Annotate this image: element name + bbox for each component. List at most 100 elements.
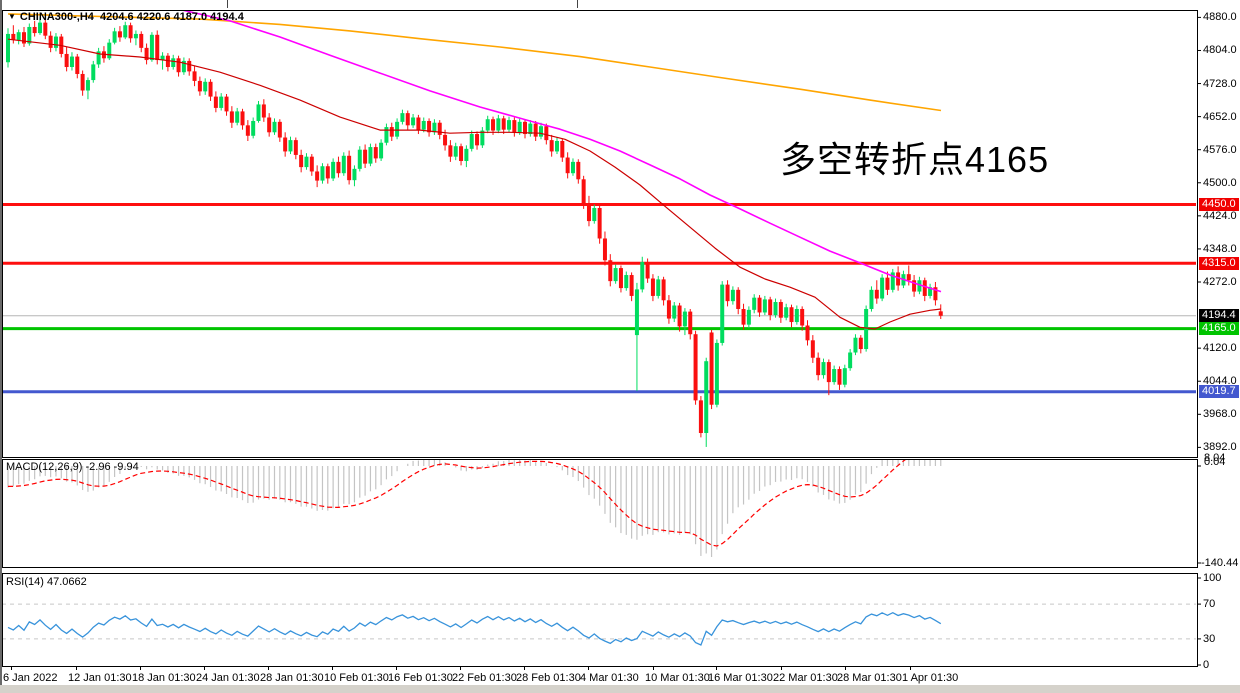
symbol-dropdown-icon[interactable]: ▼: [8, 12, 16, 21]
current-price-marker: 4194.4: [1199, 309, 1239, 323]
macd-value: -2.96: [85, 461, 111, 473]
candle-body: [576, 161, 581, 180]
candle-body: [864, 308, 869, 350]
candle-body: [91, 64, 96, 81]
candle-body: [64, 53, 69, 68]
candle-body: [560, 140, 565, 158]
candle-body: [698, 400, 703, 434]
candle-body: [208, 81, 213, 97]
macd-indicator-name: MACD(12,26,9): [6, 461, 83, 473]
candle-body: [507, 120, 512, 130]
candle-body: [43, 22, 48, 36]
candle-body: [661, 279, 666, 301]
candle-body: [704, 361, 709, 434]
candle-body: [778, 302, 783, 318]
candle-body: [341, 155, 346, 174]
candle-body: [85, 80, 90, 91]
time-axis-label: 16 Mar 01:30: [708, 672, 773, 684]
macd-plot-layer: [7, 460, 942, 557]
time-axis-label: 28 Mar 01:30: [837, 672, 902, 684]
candle-body: [746, 309, 751, 325]
candle-body: [240, 111, 245, 126]
candle-body: [784, 307, 789, 318]
symbol-period: CHINA300-,H4: [19, 11, 94, 23]
rsi-axis-label: 100: [1203, 572, 1222, 584]
candle-body: [570, 161, 575, 174]
candle-body: [325, 166, 330, 179]
candle-body: [432, 122, 437, 133]
candle-body: [629, 275, 634, 296]
candle-body: [139, 33, 144, 48]
candle-body: [11, 33, 16, 41]
time-axis-label: 28 Jan 01:30: [260, 672, 324, 684]
candle-body: [736, 289, 741, 309]
candle-body: [480, 130, 485, 146]
candle-body: [37, 22, 42, 34]
candle-body: [331, 161, 336, 179]
candle-body: [224, 96, 229, 112]
candle-body: [171, 58, 176, 68]
candle-body: [469, 134, 474, 149]
price-marker-4450.0: 4450.0: [1199, 198, 1239, 212]
price-axis-label: 4804.0: [1203, 44, 1237, 57]
candle-body: [421, 120, 426, 130]
candle-body: [347, 155, 352, 181]
candle-body: [624, 275, 629, 289]
candle-body: [165, 55, 170, 68]
candle-body: [826, 362, 831, 383]
candle-body: [912, 280, 917, 292]
time-axis-label: 22 Mar 01:30: [773, 672, 838, 684]
candle-body: [117, 31, 122, 38]
candle-body: [187, 60, 192, 72]
candle-body: [176, 58, 181, 73]
candle-body: [320, 166, 325, 181]
candle-body: [213, 96, 218, 108]
rsi-panel-border[interactable]: [2, 573, 1198, 667]
price-axis-label: 4652.0: [1203, 110, 1237, 123]
candle-body: [597, 208, 602, 239]
candle-body: [874, 289, 879, 299]
rsi-plot-layer: [3, 603, 1196, 646]
price-axis-label: 4500.0: [1203, 176, 1237, 189]
price-axis-label: 4424.0: [1203, 209, 1237, 222]
candle-body: [821, 362, 826, 376]
time-axis-label: 24 Jan 01:30: [196, 672, 260, 684]
main-price-panel-border[interactable]: [2, 10, 1198, 458]
candle-body: [437, 122, 442, 135]
time-axis-label: 6 Jan 2022: [3, 672, 58, 684]
time-axis-label: 22 Feb 01:30: [452, 672, 517, 684]
candle-body: [245, 125, 250, 136]
candle-body: [709, 332, 714, 405]
candle-body: [475, 134, 480, 146]
candle-body: [363, 149, 368, 164]
candle-body: [800, 308, 805, 326]
price-axis-label: 3892.0: [1203, 441, 1237, 454]
candle-body: [794, 308, 799, 323]
candle-body: [730, 289, 735, 302]
candle-body: [523, 121, 528, 135]
candle-body: [906, 274, 911, 281]
candle-body: [890, 272, 895, 290]
candle-body: [762, 299, 767, 313]
macd-axis-min-label: -140.44: [1201, 557, 1239, 569]
macd-axis-max-label: 8.04: [1204, 452, 1226, 464]
candle-body: [75, 56, 80, 74]
mid-ma-line: [182, 11, 942, 293]
price-axis-label: 4272.0: [1203, 276, 1237, 288]
candle-body: [634, 289, 639, 336]
candle-body: [714, 342, 719, 405]
candle-body: [544, 126, 549, 141]
candle-body: [181, 60, 186, 73]
candle-body: [533, 123, 538, 137]
candle-body: [842, 368, 847, 385]
price-marker-4165.0: 4165.0: [1199, 322, 1239, 336]
macd-panel-border[interactable]: [2, 459, 1198, 568]
time-axis-label: 10 Feb 01:30: [324, 672, 389, 684]
rsi-line: [7, 611, 942, 646]
candle-body: [549, 140, 554, 152]
title-high: 4220.6: [136, 11, 171, 23]
candle-body: [464, 148, 469, 162]
macd-panel-title: MACD(12,26,9) -2.96 -9.94: [6, 461, 139, 473]
